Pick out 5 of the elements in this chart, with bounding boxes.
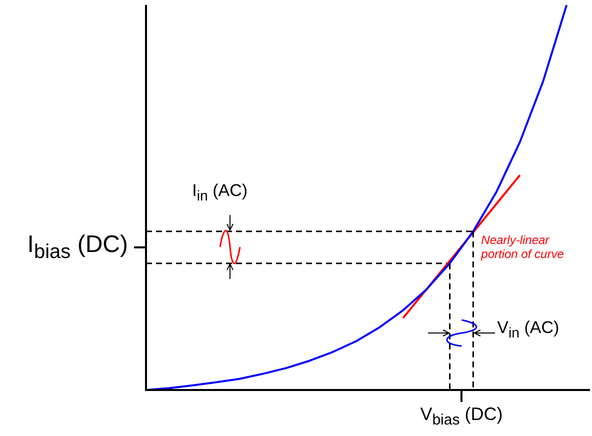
x-axis-title: V$_{bias}$ (DC) [419,404,504,429]
y-axis-title: I$_{bias}$ (DC) [27,231,128,264]
annotation: I$_{in}$ (AC) [192,181,248,205]
annotation: Nearly-linear portion of curve [481,233,564,262]
annotation: V$_{in}$ (AC) [497,318,560,342]
